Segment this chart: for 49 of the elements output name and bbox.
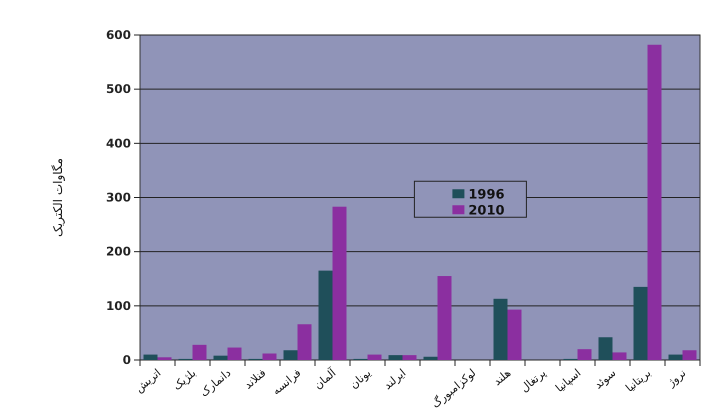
bar [144, 354, 158, 360]
x-tick-label: سوئد [592, 366, 618, 392]
x-tick-label: لوکزامبورگ [429, 366, 478, 411]
bar [438, 276, 452, 360]
bar [228, 348, 242, 360]
bar [214, 356, 228, 360]
bar [368, 354, 382, 360]
y-tick-label: 200 [106, 244, 131, 259]
x-tick-label: اسپانیا [553, 366, 584, 395]
x-tick-label: فرانسه [270, 366, 304, 398]
x-tick-label: فنلاند [242, 366, 268, 392]
y-axis-title: مگاوات الکتریک [51, 158, 65, 237]
bar [402, 355, 416, 360]
bar [332, 206, 346, 360]
bar [578, 349, 592, 360]
legend-label: 1996 [468, 187, 505, 202]
x-tick-label: هلند [490, 366, 514, 388]
bar [158, 357, 172, 360]
bar [388, 355, 402, 360]
bar [648, 44, 662, 360]
bar [494, 298, 508, 360]
bar [598, 337, 612, 360]
y-tick-label: 600 [106, 28, 131, 42]
legend-label: 2010 [468, 203, 505, 218]
y-tick-label: 300 [106, 190, 131, 204]
bar [298, 324, 312, 360]
x-tick-label: ایرلند [381, 366, 408, 392]
x-tick-label: آلمان [310, 364, 340, 392]
y-tick-label: 100 [106, 298, 131, 313]
bar [262, 354, 276, 360]
x-tick-label: نروژ [664, 366, 688, 390]
x-tick-label: پرتغال [518, 366, 548, 395]
x-tick-label: اتریش [132, 366, 164, 396]
bar [668, 354, 682, 360]
bar [682, 350, 696, 360]
y-tick-label: 500 [106, 82, 131, 96]
x-tick-label: یونان [347, 366, 374, 392]
y-tick-label: 0 [122, 353, 131, 367]
bar [318, 270, 332, 360]
x-tick-label: بریتانیا [623, 366, 654, 395]
y-tick-label: 400 [106, 136, 131, 150]
x-tick-label: بلژیک [170, 366, 198, 393]
bar [612, 352, 626, 360]
bar [192, 344, 206, 360]
bar [508, 310, 522, 360]
bar [634, 286, 648, 360]
bar [284, 350, 298, 360]
x-tick-label: دانمارک [198, 366, 234, 400]
bar [424, 356, 438, 360]
